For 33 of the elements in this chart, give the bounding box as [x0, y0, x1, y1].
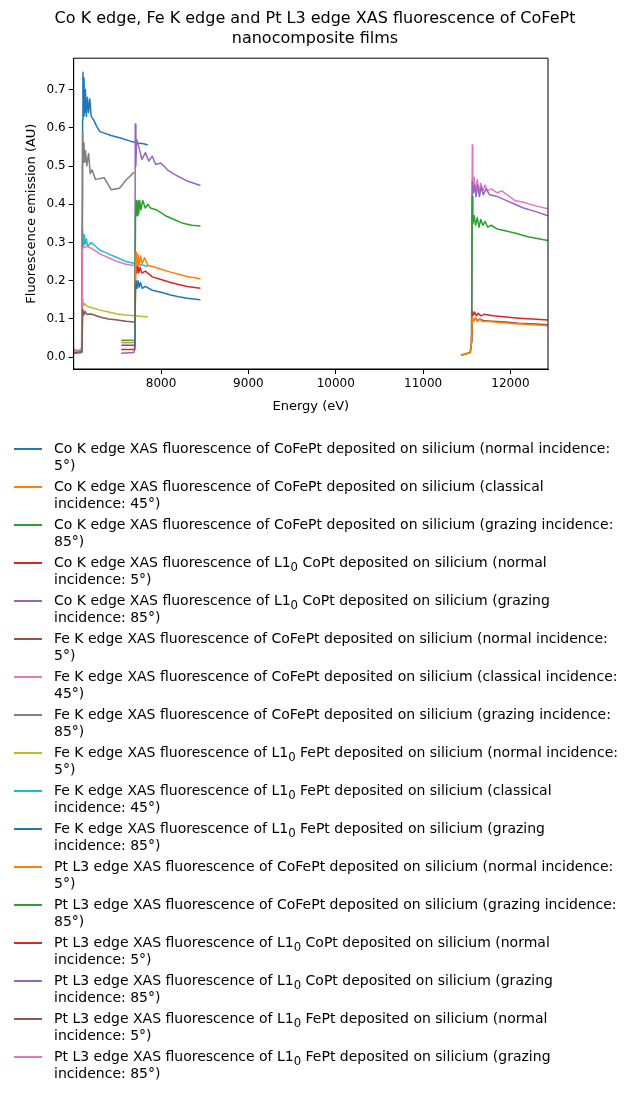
- legend-label: Fe K edge XAS fluorescence of CoFePt deposited on silicium (grazing incidence: 85°): [54, 706, 612, 740]
- y-tick-label: 0.3: [46, 234, 66, 249]
- y-tick-label: 0.1: [46, 311, 66, 326]
- x-tick-label: 10000: [316, 376, 355, 391]
- text: Co K edge XAS fluorescence of L1$_{0}$ CoPt deposited on silicium (normal incidence: 5°): [54, 554, 547, 587]
- text: Pt L3 edge XAS fluorescence of L1$_{0}$ CoPt deposited on silicium (grazing incidence: 85°): [54, 972, 553, 1005]
- chart-title: Co K edge, Fe K edge and Pt L3 edge XAS fluorescence of CoFePt nanocomposite films: [53, 8, 577, 48]
- legend-label: Pt L3 edge XAS fluorescence of CoFePt deposited on silicium (grazing incidence: 85°): [54, 896, 618, 930]
- legend-label: Fe K edge XAS fluorescence of CoFePt deposited on silicium (normal incidence: 5°): [54, 630, 609, 664]
- text: Fe K edge XAS fluorescence of L1$_{0}$ FePt deposited on silicium (classical incidence: 45°): [54, 782, 552, 815]
- text: Fe K edge XAS fluorescence of L1$_{0}$ FePt deposited on silicium (normal incidence: 5°): [54, 744, 619, 777]
- legend-label: Fe K edge XAS fluorescence of CoFePt deposited on silicium (classical incidence: 45°): [54, 668, 619, 702]
- text: Co K edge XAS fluorescence of L1$_{0}$ CoPt deposited on silicium (grazing incidence: 85°): [54, 592, 550, 625]
- text: Pt L3 edge XAS fluorescence of L1$_{0}$ FePt deposited on silicium (normal incidence: 5°): [54, 1010, 548, 1043]
- y-axis-title: Fluorescence emission (AU): [23, 123, 39, 304]
- y-tick-label: 0.4: [46, 196, 66, 211]
- y-tick-label: 0.2: [46, 272, 66, 287]
- legend-label: Co K edge XAS fluorescence of CoFePt deposited on silicium (classical incidence: 45°): [54, 478, 545, 512]
- legend-label: Co K edge XAS fluorescence of CoFePt deposited on silicium (normal incidence: 5°): [54, 440, 612, 474]
- text: Pt L3 edge XAS fluorescence of L1$_{0}$ CoPt deposited on silicium (normal incidence: 5°): [54, 934, 550, 967]
- x-tick-label: 12000: [491, 376, 530, 391]
- y-tick-label: 0.6: [46, 119, 66, 134]
- y-tick-label: 0.0: [46, 349, 66, 364]
- y-tick-label: 0.5: [46, 158, 66, 173]
- legend-label: Pt L3 edge XAS fluorescence of CoFePt deposited on silicium (normal incidence: 5°): [54, 858, 615, 892]
- x-axis-title: Energy (eV): [272, 397, 350, 413]
- legend-label: Co K edge XAS fluorescence of CoFePt deposited on silicium (grazing incidence: 85°): [54, 516, 615, 550]
- x-tick-label: 11000: [403, 376, 443, 391]
- text: Fe K edge XAS fluorescence of L1$_{0}$ FePt deposited on silicium (grazing incidence: 85°): [54, 820, 545, 853]
- x-tick-label: 9000: [233, 376, 264, 391]
- text: Pt L3 edge XAS fluorescence of L1$_{0}$ FePt deposited on silicium (grazing incidence: 85°): [54, 1048, 551, 1081]
- x-tick-label: 8000: [145, 376, 177, 391]
- y-tick-label: 0.7: [46, 81, 66, 96]
